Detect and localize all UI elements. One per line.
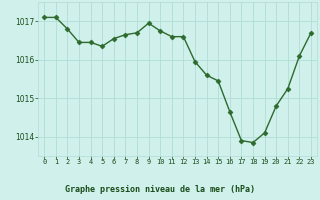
Text: Graphe pression niveau de la mer (hPa): Graphe pression niveau de la mer (hPa) xyxy=(65,186,255,194)
